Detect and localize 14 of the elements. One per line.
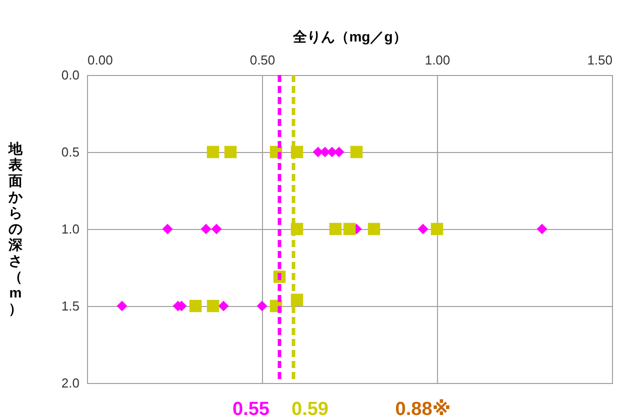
x-tick-label: 0.00 — [88, 52, 113, 68]
text: 0.88※ — [395, 399, 451, 420]
x-tick-label: 1.50 — [587, 52, 612, 68]
x-tick-label: 0.50 — [250, 52, 276, 68]
y-tick-label: 2.0 — [61, 376, 80, 390]
y-tick-label: 1.0 — [61, 222, 80, 236]
ref-line-label: 0.55 — [232, 399, 270, 420]
y-tick-label: 0.5 — [61, 144, 80, 160]
x-tick-label: 1.00 — [424, 52, 450, 68]
y-tick-label: 0.0 — [61, 68, 80, 82]
x-axis-title: 全りん（mg／g） — [292, 28, 407, 44]
y-tick-label: 1.5 — [61, 298, 80, 314]
text: 地表面からの深さ（m） — [8, 140, 22, 316]
ref-line-label: 0.59 — [292, 399, 328, 420]
